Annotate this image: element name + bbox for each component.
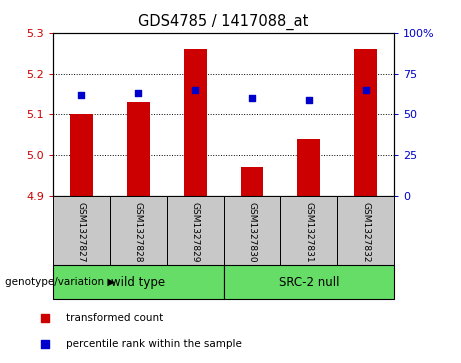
Text: GSM1327828: GSM1327828 [134,201,143,262]
Point [41,315,48,321]
Point [248,95,256,101]
Text: SRC-2 null: SRC-2 null [278,276,339,289]
Point [305,97,313,103]
Title: GDS4785 / 1417088_at: GDS4785 / 1417088_at [138,14,309,30]
Bar [224,265,394,299]
Bar [337,196,394,265]
Bar [167,196,224,265]
Bar [110,196,167,265]
Text: GSM1327831: GSM1327831 [304,201,313,262]
Bar [297,139,320,196]
Point [135,90,142,96]
Text: percentile rank within the sample: percentile rank within the sample [66,339,242,349]
Bar [224,196,280,265]
Point [191,87,199,93]
Bar [53,196,110,265]
Text: GSM1327829: GSM1327829 [191,201,200,262]
Point [362,87,369,93]
Text: transformed count: transformed count [66,313,164,323]
Bar [70,114,93,196]
Bar [355,49,377,196]
Text: GSM1327827: GSM1327827 [77,201,86,262]
Bar [127,102,150,196]
Point [41,341,48,347]
Bar [53,265,224,299]
Bar [184,49,207,196]
Text: genotype/variation ▶: genotype/variation ▶ [5,277,115,287]
Point [78,92,85,98]
Text: GSM1327832: GSM1327832 [361,201,370,262]
Text: GSM1327830: GSM1327830 [248,201,256,262]
Bar [280,196,337,265]
Bar [241,167,263,196]
Text: wild type: wild type [111,276,165,289]
